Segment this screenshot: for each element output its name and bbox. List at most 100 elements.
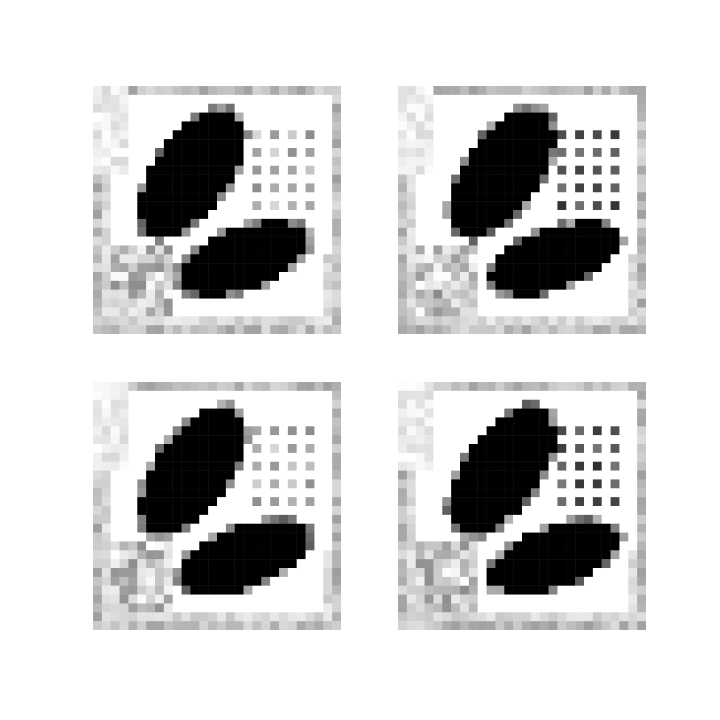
pixel bbox=[270, 488, 280, 498]
pixel bbox=[575, 112, 585, 122]
pixel bbox=[557, 289, 567, 299]
pixel bbox=[433, 452, 443, 462]
pixel bbox=[305, 435, 315, 445]
pixel bbox=[279, 488, 289, 498]
pixel bbox=[584, 576, 594, 586]
pixel bbox=[110, 254, 120, 264]
pixel bbox=[217, 461, 227, 471]
pixel bbox=[190, 594, 200, 604]
pixel bbox=[243, 121, 253, 131]
pixel bbox=[261, 568, 271, 578]
pixel bbox=[442, 94, 452, 104]
pixel bbox=[477, 210, 487, 220]
pixel bbox=[296, 263, 306, 273]
pixel bbox=[199, 594, 209, 604]
pixel bbox=[424, 594, 434, 604]
pixel bbox=[208, 568, 218, 578]
pixel bbox=[208, 112, 218, 122]
pixel bbox=[110, 435, 120, 445]
pixel bbox=[575, 307, 585, 317]
pixel bbox=[566, 576, 576, 586]
pixel bbox=[486, 399, 496, 409]
pixel bbox=[477, 94, 487, 104]
pixel bbox=[199, 94, 209, 104]
pixel bbox=[522, 112, 532, 122]
pixel bbox=[225, 559, 235, 569]
pixel bbox=[181, 488, 191, 498]
pixel bbox=[548, 532, 558, 542]
pixel bbox=[628, 550, 638, 560]
pixel bbox=[433, 594, 443, 604]
pixel bbox=[610, 289, 620, 299]
pixel bbox=[217, 103, 227, 113]
pixel bbox=[415, 139, 425, 149]
pixel bbox=[486, 174, 496, 184]
pixel bbox=[199, 568, 209, 578]
pixel bbox=[575, 289, 585, 299]
pixel bbox=[137, 139, 147, 149]
pixel bbox=[628, 435, 638, 445]
pixel bbox=[261, 174, 271, 184]
pixel bbox=[522, 130, 532, 140]
pixel bbox=[323, 254, 333, 264]
pixel bbox=[243, 479, 253, 489]
pixel bbox=[495, 103, 505, 113]
pixel bbox=[530, 112, 540, 122]
pixel bbox=[460, 280, 470, 290]
pixel bbox=[217, 479, 227, 489]
pixel bbox=[513, 506, 523, 516]
pixel bbox=[637, 594, 646, 604]
pixel bbox=[557, 559, 567, 569]
pixel bbox=[305, 479, 315, 489]
pixel bbox=[287, 263, 297, 273]
pixel bbox=[442, 612, 452, 622]
pixel bbox=[137, 523, 147, 533]
pixel bbox=[442, 461, 452, 471]
pixel bbox=[548, 218, 558, 228]
pixel bbox=[270, 594, 280, 604]
pixel bbox=[522, 245, 532, 255]
pixel bbox=[110, 130, 120, 140]
pixel bbox=[468, 307, 478, 317]
pixel bbox=[557, 514, 567, 524]
pixel bbox=[110, 156, 120, 166]
pixel bbox=[415, 227, 425, 237]
pixel bbox=[93, 272, 103, 282]
pixel bbox=[296, 236, 306, 246]
pixel bbox=[637, 497, 646, 507]
pixel bbox=[199, 298, 209, 308]
pixel bbox=[181, 559, 191, 569]
pixel bbox=[199, 426, 209, 436]
pixel bbox=[243, 612, 253, 622]
pixel bbox=[592, 479, 602, 489]
pixel bbox=[208, 94, 218, 104]
pixel bbox=[442, 426, 452, 436]
pixel bbox=[522, 532, 532, 542]
pixel bbox=[155, 218, 165, 228]
pixel bbox=[530, 382, 540, 392]
pixel bbox=[495, 426, 505, 436]
pixel bbox=[252, 156, 262, 166]
pixel bbox=[181, 576, 191, 586]
pixel bbox=[610, 621, 620, 630]
pixel bbox=[199, 576, 209, 586]
pixel bbox=[548, 435, 558, 445]
pixel bbox=[199, 192, 209, 202]
pixel bbox=[270, 289, 280, 299]
pixel bbox=[296, 280, 306, 290]
pixel bbox=[513, 444, 523, 454]
pixel bbox=[504, 94, 514, 104]
pixel bbox=[146, 461, 156, 471]
pixel bbox=[287, 585, 297, 595]
pixel bbox=[628, 289, 638, 299]
pixel bbox=[208, 316, 218, 326]
pixel bbox=[296, 541, 306, 551]
pixel bbox=[93, 174, 103, 184]
pixel bbox=[155, 280, 165, 290]
pixel bbox=[522, 550, 532, 560]
pixel bbox=[468, 174, 478, 184]
pixel bbox=[190, 174, 200, 184]
pixel bbox=[513, 263, 523, 273]
pixel bbox=[146, 594, 156, 604]
pixel bbox=[110, 594, 120, 604]
